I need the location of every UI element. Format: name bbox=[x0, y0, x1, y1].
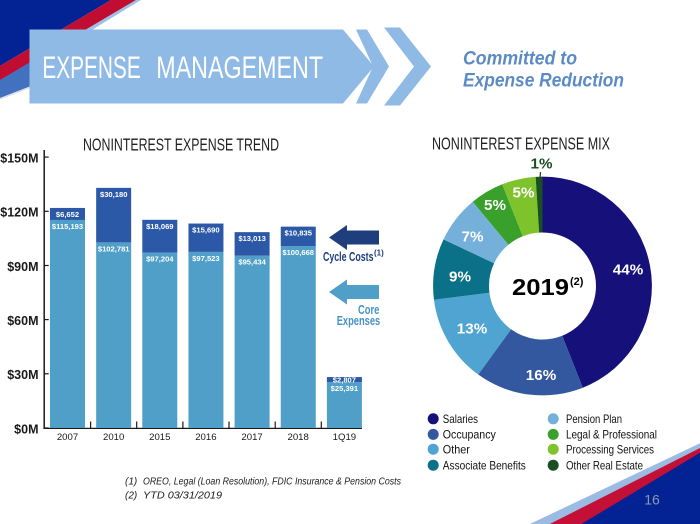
svg-text:NONINTEREST EXPENSE MIX: NONINTEREST EXPENSE MIX bbox=[432, 134, 610, 154]
svg-text:NONINTEREST EXPENSE TREND: NONINTEREST EXPENSE TREND bbox=[83, 135, 279, 155]
svg-text:16: 16 bbox=[644, 492, 660, 508]
svg-text:Other: Other bbox=[443, 443, 470, 456]
svg-text:2015: 2015 bbox=[149, 432, 170, 443]
svg-text:$30,180: $30,180 bbox=[100, 190, 127, 199]
svg-text:$120M: $120M bbox=[0, 206, 38, 220]
svg-text:Committed to: Committed to bbox=[463, 48, 577, 70]
svg-text:$15,690: $15,690 bbox=[192, 226, 219, 235]
svg-text:1%: 1% bbox=[531, 156, 553, 173]
svg-text:Associate Benefits: Associate Benefits bbox=[443, 459, 526, 472]
svg-text:2007: 2007 bbox=[57, 432, 78, 443]
svg-text:$97,204: $97,204 bbox=[146, 254, 174, 263]
svg-text:$95,434: $95,434 bbox=[238, 258, 266, 267]
svg-text:$6,652: $6,652 bbox=[56, 210, 79, 219]
svg-text:5%: 5% bbox=[513, 185, 535, 202]
svg-text:44%: 44% bbox=[613, 262, 644, 279]
svg-text:$97,523: $97,523 bbox=[192, 254, 219, 263]
svg-text:$13,013: $13,013 bbox=[238, 234, 265, 243]
svg-text:EXPENSE: EXPENSE bbox=[42, 49, 140, 85]
svg-text:16%: 16% bbox=[526, 367, 557, 384]
svg-text:2016: 2016 bbox=[195, 432, 216, 443]
svg-text:13%: 13% bbox=[457, 321, 488, 338]
svg-text:Legal & Professional: Legal & Professional bbox=[566, 429, 657, 442]
svg-text:(2): (2) bbox=[125, 491, 137, 502]
svg-text:5%: 5% bbox=[484, 197, 506, 214]
svg-text:Pension Plan: Pension Plan bbox=[566, 413, 622, 426]
svg-text:2010: 2010 bbox=[103, 432, 124, 443]
svg-text:OREO, Legal (Loan Resolution),: OREO, Legal (Loan Resolution), FDIC Insu… bbox=[143, 477, 401, 488]
svg-text:(1): (1) bbox=[125, 477, 137, 488]
svg-text:$0M: $0M bbox=[14, 422, 38, 436]
svg-text:(1): (1) bbox=[374, 249, 384, 258]
svg-text:9%: 9% bbox=[449, 269, 471, 286]
svg-text:Salaries: Salaries bbox=[443, 413, 478, 426]
svg-text:7%: 7% bbox=[462, 229, 484, 246]
svg-text:2019: 2019 bbox=[512, 274, 569, 300]
svg-text:2017: 2017 bbox=[241, 432, 262, 443]
svg-text:(2): (2) bbox=[570, 276, 584, 288]
svg-text:Core: Core bbox=[358, 303, 379, 317]
svg-text:Occupancy: Occupancy bbox=[443, 429, 496, 442]
svg-text:$60M: $60M bbox=[7, 314, 38, 328]
svg-text:Processing Services: Processing Services bbox=[566, 443, 654, 456]
svg-text:$115,193: $115,193 bbox=[52, 222, 83, 231]
svg-text:Expense Reduction: Expense Reduction bbox=[463, 70, 624, 92]
svg-text:$2,807: $2,807 bbox=[333, 375, 356, 384]
svg-text:2018: 2018 bbox=[288, 432, 309, 443]
svg-text:Other Real Estate: Other Real Estate bbox=[566, 459, 643, 472]
svg-text:$10,835: $10,835 bbox=[284, 229, 312, 238]
svg-text:YTD 03/31/2019: YTD 03/31/2019 bbox=[143, 491, 222, 502]
svg-text:$25,391: $25,391 bbox=[331, 384, 359, 393]
svg-text:$90M: $90M bbox=[7, 260, 38, 274]
svg-text:MANAGEMENT: MANAGEMENT bbox=[156, 49, 323, 85]
svg-text:$18,069: $18,069 bbox=[146, 222, 173, 231]
svg-text:$30M: $30M bbox=[7, 368, 38, 382]
svg-text:Cycle Costs: Cycle Costs bbox=[323, 250, 374, 264]
svg-text:1Q19: 1Q19 bbox=[333, 432, 356, 443]
svg-text:Expenses: Expenses bbox=[337, 314, 381, 328]
svg-text:$100,668: $100,668 bbox=[282, 248, 314, 257]
svg-text:$102,781: $102,781 bbox=[98, 244, 130, 253]
svg-text:$150M: $150M bbox=[0, 151, 38, 165]
